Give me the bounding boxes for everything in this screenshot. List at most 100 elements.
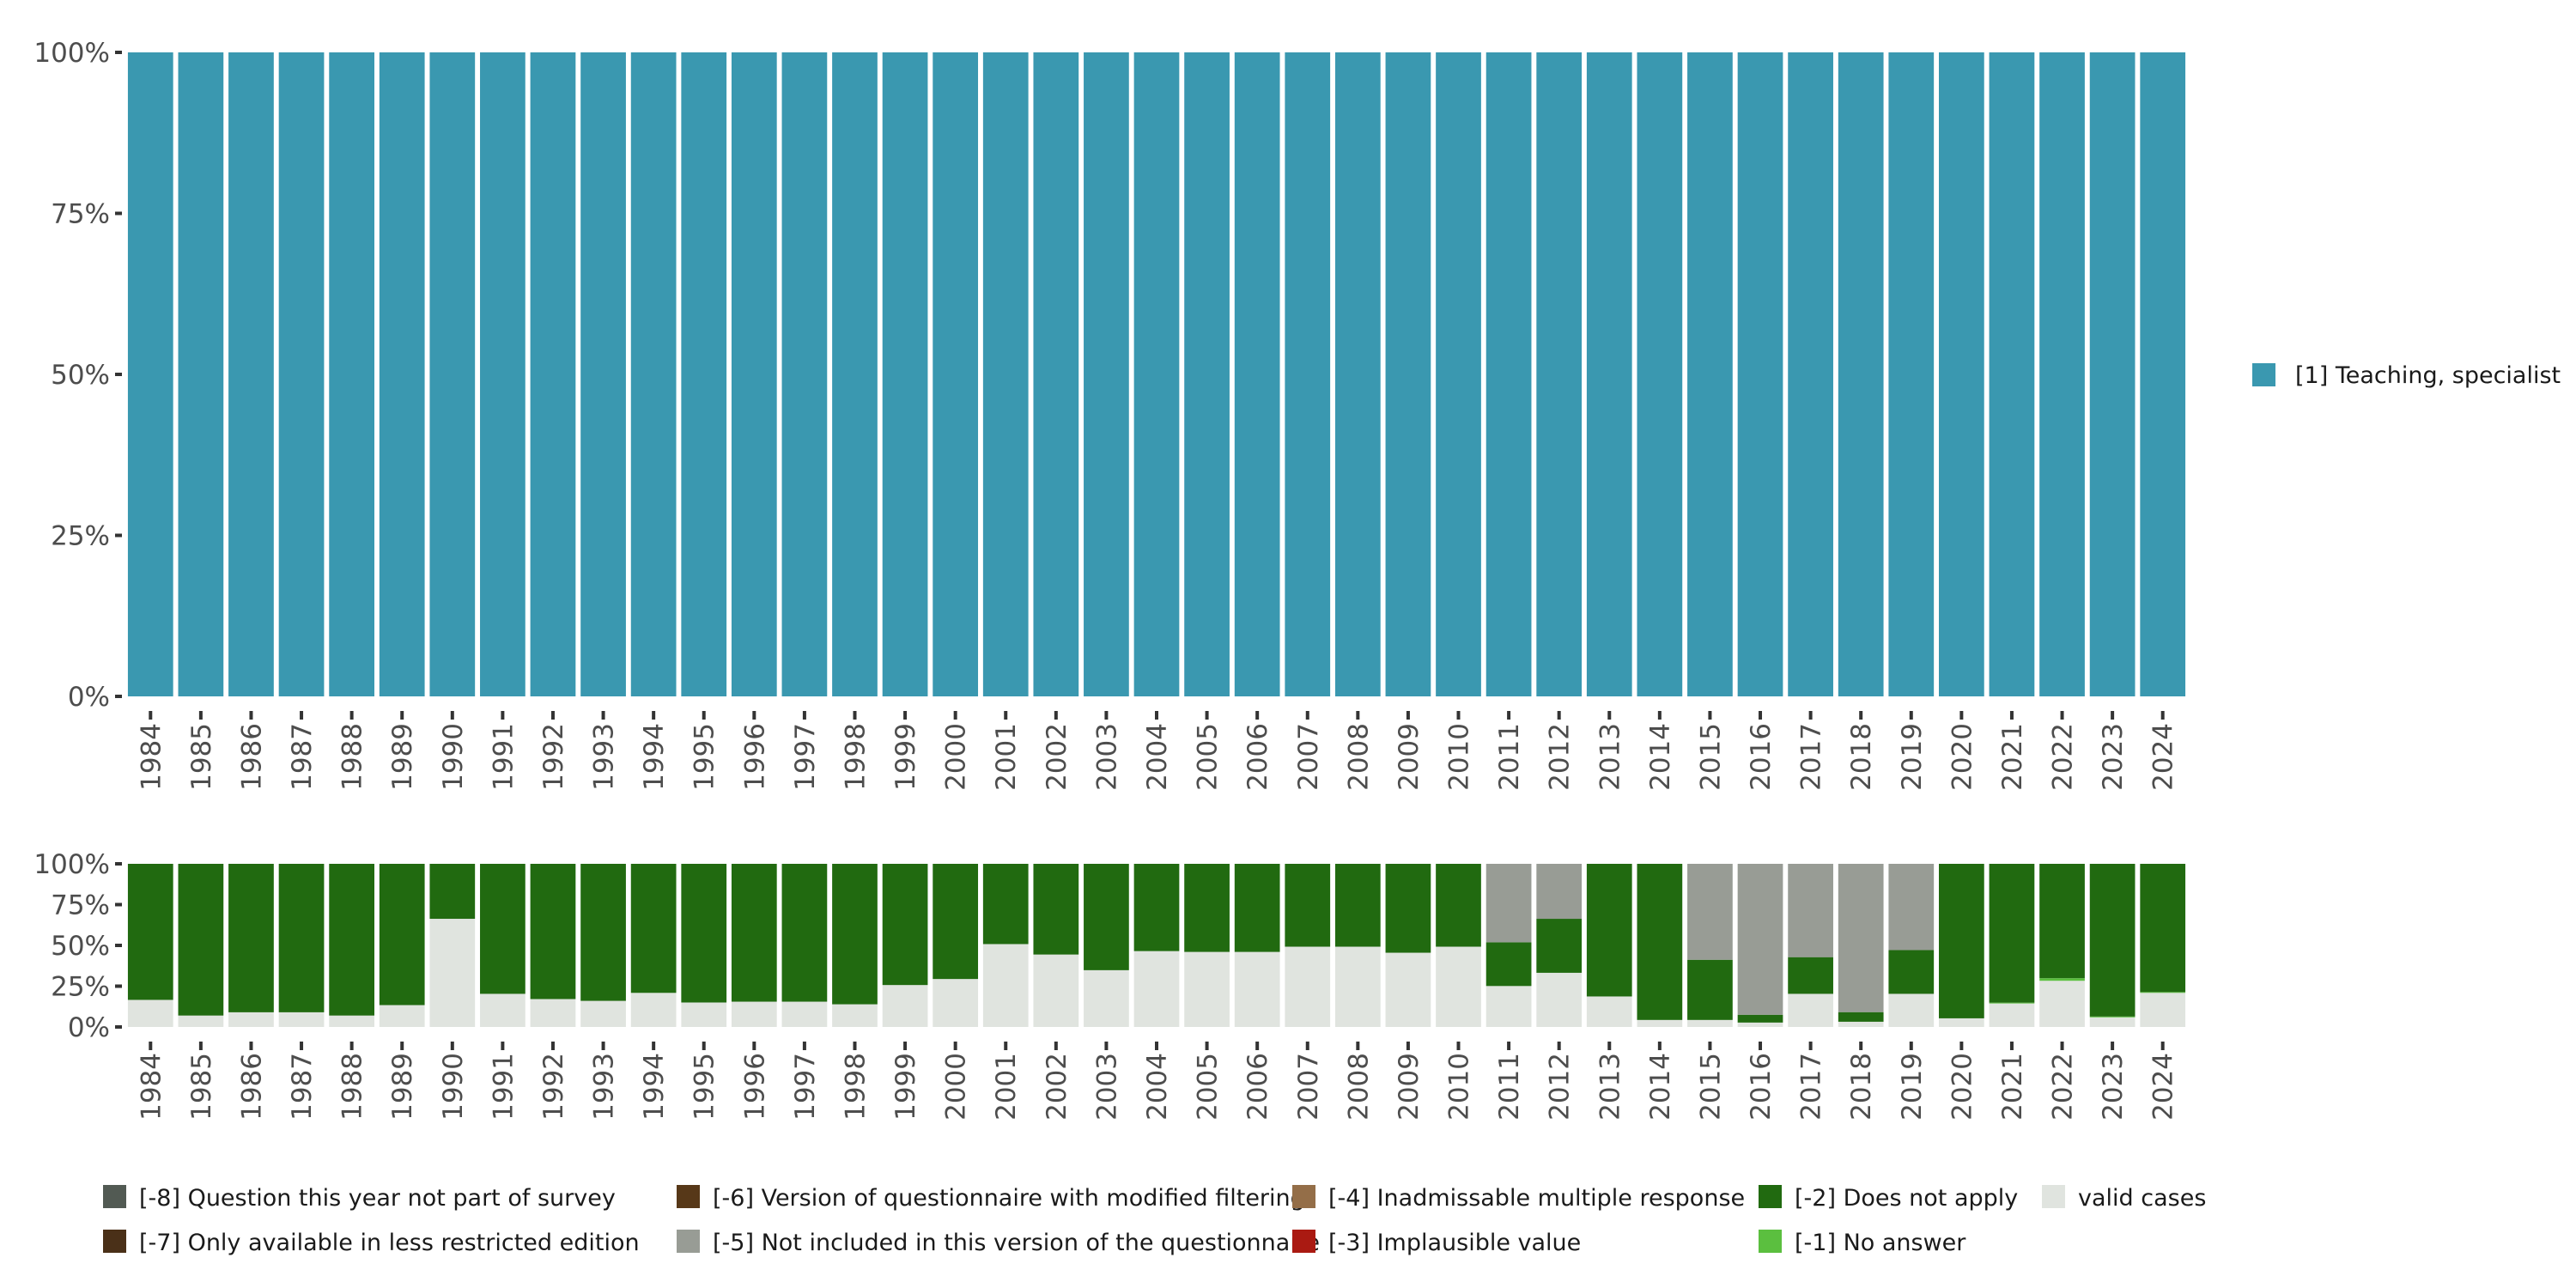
bar-segment-2012-0 [1536,52,1583,696]
bar-segment-1994-0 [630,993,677,1027]
x-tick-label: 1993 [589,723,620,791]
bar-segment-1992-2 [530,864,576,999]
bar-segment-1989-0 [379,52,425,696]
bar-segment-1991-0 [480,993,526,1027]
bar-segment-2014-2 [1637,864,1683,1020]
bar-segment-2008-2 [1334,864,1381,947]
bar-segment-2007-2 [1285,864,1331,947]
bar-segment-1995-0 [681,52,727,696]
bar-segment-2000-0 [933,52,979,696]
x-tick-label: 2004 [1142,1053,1173,1121]
bar-segment-2017-0 [1788,52,1833,696]
bar-segment-2005-0 [1184,52,1230,696]
x-tick-label: 2008 [1343,1053,1374,1121]
bar-segment-1985-0 [178,52,224,696]
bar-segment-2003-0 [1084,52,1129,696]
legend-key-teaching-specialist [2252,363,2275,386]
bar-segment-1990-0 [429,52,476,696]
bar-segment-2001-2 [982,864,1029,945]
legend-label: [1] Teaching, specialist [2295,362,2561,389]
x-tick-label: 1990 [438,723,469,791]
bar-segment-2010-2 [1436,864,1481,947]
bar-segment-2024-2 [2140,864,2186,993]
bar-segment-1988-0 [329,1015,374,1027]
bar-segment-2009-2 [1385,864,1431,953]
bar-segment-2012-2 [1536,919,1583,973]
y-tick-label: 25% [51,972,110,1003]
bar-segment-2006-0 [1234,52,1280,696]
x-tick-label: 2005 [1193,723,1224,791]
x-tick-label: 1987 [287,1053,318,1121]
bar-segment-2015-3 [1687,864,1733,960]
bar-segment-2010-0 [1436,52,1481,696]
x-tick-label: 1996 [739,1053,770,1121]
bar-segment-2020-0 [1939,52,1984,696]
x-tick-label: 1997 [790,1053,821,1121]
bottom-panel: 0% 25% 50% 75% 100% 1984 1985 1986 1987 1988 1989 1… [33,849,2186,1121]
x-tick-label: 2007 [1293,1053,1324,1121]
bar-segment-2021-2 [1989,864,2035,1003]
bar-segment-1987-0 [278,52,325,696]
x-tick-label: 2019 [1897,1053,1928,1121]
x-tick-label: 2003 [1091,723,1122,791]
bar-segment-2005-0 [1184,951,1230,1027]
x-tick-label: 2016 [1746,1053,1777,1121]
bar-segment-1997-0 [781,52,828,696]
bar-segment-2007-0 [1285,52,1331,696]
x-tick-label: 2014 [1645,723,1676,791]
x-tick-label: 2008 [1343,723,1374,791]
legend-key-valid [2042,1185,2065,1208]
bar-segment-2020-2 [1939,864,1984,1018]
x-tick-label: 2021 [1997,723,2028,791]
legend-label: [-3] Implausible value [1328,1230,1581,1256]
y-tick-label: 75% [51,199,110,230]
bar-segment-1999-2 [882,864,928,986]
bar-segment-1995-2 [681,864,727,1003]
bar-segment-2018-0 [1838,52,1884,696]
x-tick-label: 2013 [1595,723,1625,791]
x-tick-label: 1994 [639,1053,670,1121]
bar-segment-2006-0 [1234,951,1280,1027]
bar-segment-2018-2 [1838,1012,1884,1022]
bar-segment-1993-2 [580,864,626,1001]
bar-segment-1997-0 [781,1001,828,1027]
x-tick-label: 2017 [1796,723,1827,791]
x-tick-label: 2012 [1545,723,1576,791]
bar-segment-2008-0 [1334,52,1381,696]
x-tick-label: 2004 [1142,723,1173,791]
x-tick-label: 1993 [589,1053,620,1121]
bar-segment-2018-3 [1838,864,1884,1012]
bar-segment-2012-0 [1536,972,1583,1027]
bar-segment-1992-0 [530,52,576,696]
x-tick-label: 1999 [890,1053,921,1121]
legend-label: [-1] No answer [1795,1230,1966,1256]
x-tick-label: 1986 [236,723,267,791]
bar-segment-2019-2 [1888,950,1935,994]
bar-segment-2020-0 [1939,1018,1984,1027]
x-tick-label: 2010 [1444,723,1475,791]
x-tick-label: 2019 [1897,723,1928,791]
x-tick-label: 2000 [941,1053,972,1121]
bar-segment-1991-2 [480,864,526,994]
x-tick-label: 1997 [790,723,821,791]
bar-segment-1987-0 [278,1012,325,1027]
bar-segment-2019-0 [1888,993,1935,1027]
bar-segment-2024-0 [2140,52,2186,696]
x-tick-label: 2013 [1595,1053,1625,1121]
x-tick-label: 2009 [1394,723,1425,791]
bar-segment-2006-2 [1234,864,1280,952]
x-tick-label: 1998 [840,1053,871,1121]
x-tick-label: 2011 [1494,723,1525,791]
bar-segment-1986-2 [228,864,274,1012]
bar-segment-1990-0 [429,919,476,1027]
x-tick-label: 1995 [690,1053,720,1121]
x-tick-label: 2011 [1494,1053,1525,1121]
x-tick-label: 2023 [2098,723,2129,791]
x-tick-label: 2001 [991,723,1022,791]
bar-segment-1984-0 [127,52,173,696]
bar-segment-2013-0 [1586,996,1632,1027]
x-tick-label: 1992 [538,1053,569,1121]
x-tick-label: 2007 [1293,723,1324,791]
bar-segment-2002-2 [1033,864,1079,955]
